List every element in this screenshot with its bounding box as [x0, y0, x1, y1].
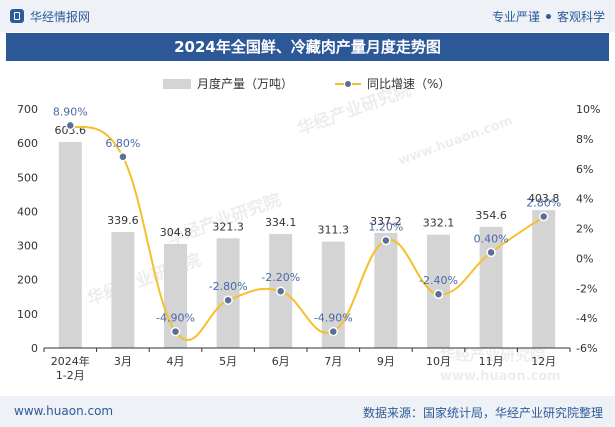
brand[interactable]: 华经情报网	[10, 7, 90, 25]
y-right-tick-label: -6%	[576, 342, 597, 355]
x-tick-label: 9月	[377, 355, 395, 368]
footer-website-link[interactable]: www.huaon.com	[14, 404, 114, 418]
legend-line-marker	[344, 80, 352, 88]
growth-value-label: -4.90%	[156, 312, 195, 325]
x-tick-label: 6月	[272, 355, 290, 368]
legend-line-label: 同比增速（%）	[367, 77, 450, 91]
growth-marker	[486, 247, 496, 258]
bar-value-label: 304.8	[160, 226, 192, 239]
growth-marker	[275, 286, 286, 296]
x-tick-label: 3月	[114, 355, 132, 368]
x-tick-label-line: 11月	[479, 355, 504, 368]
bar	[374, 232, 398, 348]
x-tick-label-line: 2024年	[51, 354, 90, 368]
y-right-tick-label: 8%	[576, 133, 593, 146]
footer-source: 数据来源：国家统计局，华经产业研究院整理	[362, 406, 603, 420]
x-tick-label-line: 9月	[377, 355, 395, 368]
growth-marker	[65, 120, 76, 131]
legend-bar-swatch	[163, 79, 191, 89]
bar-value-label: 403.8	[528, 192, 560, 205]
x-tick-label-line: 4月	[167, 355, 185, 368]
x-tick-label-line: 6月	[272, 355, 290, 368]
bar-value-label: 334.1	[265, 216, 297, 229]
y-right-tick-label: 2%	[576, 223, 593, 236]
y-right-tick-label: 4%	[576, 193, 593, 206]
bar-value-label: 321.3	[212, 220, 244, 233]
growth-value-label: -2.40%	[419, 274, 458, 287]
bar	[532, 210, 556, 348]
x-tick-label-line: 12月	[531, 355, 556, 368]
x-tick-label: 5月	[219, 355, 237, 368]
x-tick-label-line: 3月	[114, 355, 132, 368]
legend-bar-label: 月度产量（万吨）	[197, 76, 293, 91]
brand-name: 华经情报网	[30, 9, 91, 24]
chart-title: 2024年全国鲜、冷藏肉产量月度走势图	[174, 38, 441, 56]
growth-marker	[170, 326, 181, 337]
growth-value-label: 1.20%	[368, 220, 403, 233]
x-tick-label: 11月	[479, 355, 504, 368]
y-left-tick-label: 300	[17, 240, 38, 253]
bar	[321, 241, 345, 348]
tagline-right: 客观科学	[556, 10, 605, 24]
bar-value-label: 354.6	[475, 209, 507, 222]
y-left-tick-label: 200	[17, 274, 38, 287]
growth-marker	[223, 295, 233, 305]
watermark-url: www.huaon.com	[440, 369, 561, 384]
bar	[58, 141, 82, 348]
tagline: 专业严谨 客观科学	[492, 8, 605, 25]
y-right-tick-label: 0%	[576, 252, 593, 265]
growth-marker	[118, 152, 128, 162]
x-tick-label: 10月	[426, 355, 451, 368]
x-tick-label: 7月	[324, 355, 342, 368]
bar	[216, 238, 240, 348]
growth-value-label: 2.80%	[526, 197, 561, 210]
footer-bar: www.huaon.com 数据来源：国家统计局，华经产业研究院整理	[0, 396, 615, 427]
watermark-text: 华经产业研究院	[440, 346, 545, 364]
y-right-tick-label: 10%	[576, 103, 600, 116]
y-left-tick-label: 700	[17, 103, 38, 116]
growth-value-label: 0.40%	[474, 232, 509, 245]
growth-value-label: -4.90%	[314, 312, 353, 325]
tagline-dot-icon	[545, 14, 551, 19]
x-tick-label-line: 7月	[324, 355, 342, 368]
growth-marker	[538, 211, 549, 222]
watermark-url: www.huaon.com	[396, 113, 515, 168]
bar-value-label: 339.6	[107, 214, 139, 227]
y-right-tick-label: -4%	[576, 312, 597, 325]
growth-marker	[328, 326, 339, 337]
y-left-tick-label: 500	[17, 171, 38, 184]
bar-value-label: 337.2	[370, 215, 402, 228]
x-tick-label: 12月	[531, 355, 556, 368]
growth-value-label: 6.80%	[105, 137, 140, 150]
growth-value-label: -2.80%	[209, 280, 248, 293]
y-right-tick-label: 6%	[576, 163, 593, 176]
growth-line	[69, 124, 545, 341]
x-tick-label-line: 1-2月	[56, 369, 85, 382]
tagline-left: 专业严谨	[491, 10, 540, 24]
bar-value-label: 332.1	[423, 217, 455, 230]
growth-marker	[433, 289, 444, 299]
y-left-tick-label: 600	[17, 137, 38, 150]
y-left-tick-label: 400	[17, 205, 38, 218]
y-right-tick-label: -2%	[576, 282, 597, 295]
bar	[111, 232, 135, 348]
x-tick-label-line: 10月	[426, 355, 451, 368]
x-tick-label: 4月	[167, 355, 185, 368]
y-left-tick-label: 100	[17, 308, 38, 321]
title-bar: 2024年全国鲜、冷藏肉产量月度走势图	[6, 33, 609, 61]
growth-value-label: -2.20%	[261, 271, 300, 284]
y-left-tick-label: 0	[31, 342, 38, 355]
bar-value-label: 311.3	[318, 224, 350, 237]
brand-logo-icon	[10, 9, 24, 23]
growth-value-label: 8.90%	[53, 105, 88, 118]
x-tick-label: 2024年 1-2月	[51, 354, 90, 382]
growth-marker	[381, 235, 391, 246]
x-tick-label-line: 5月	[219, 355, 237, 368]
top-bar: 华经情报网 专业严谨 客观科学	[0, 0, 615, 32]
